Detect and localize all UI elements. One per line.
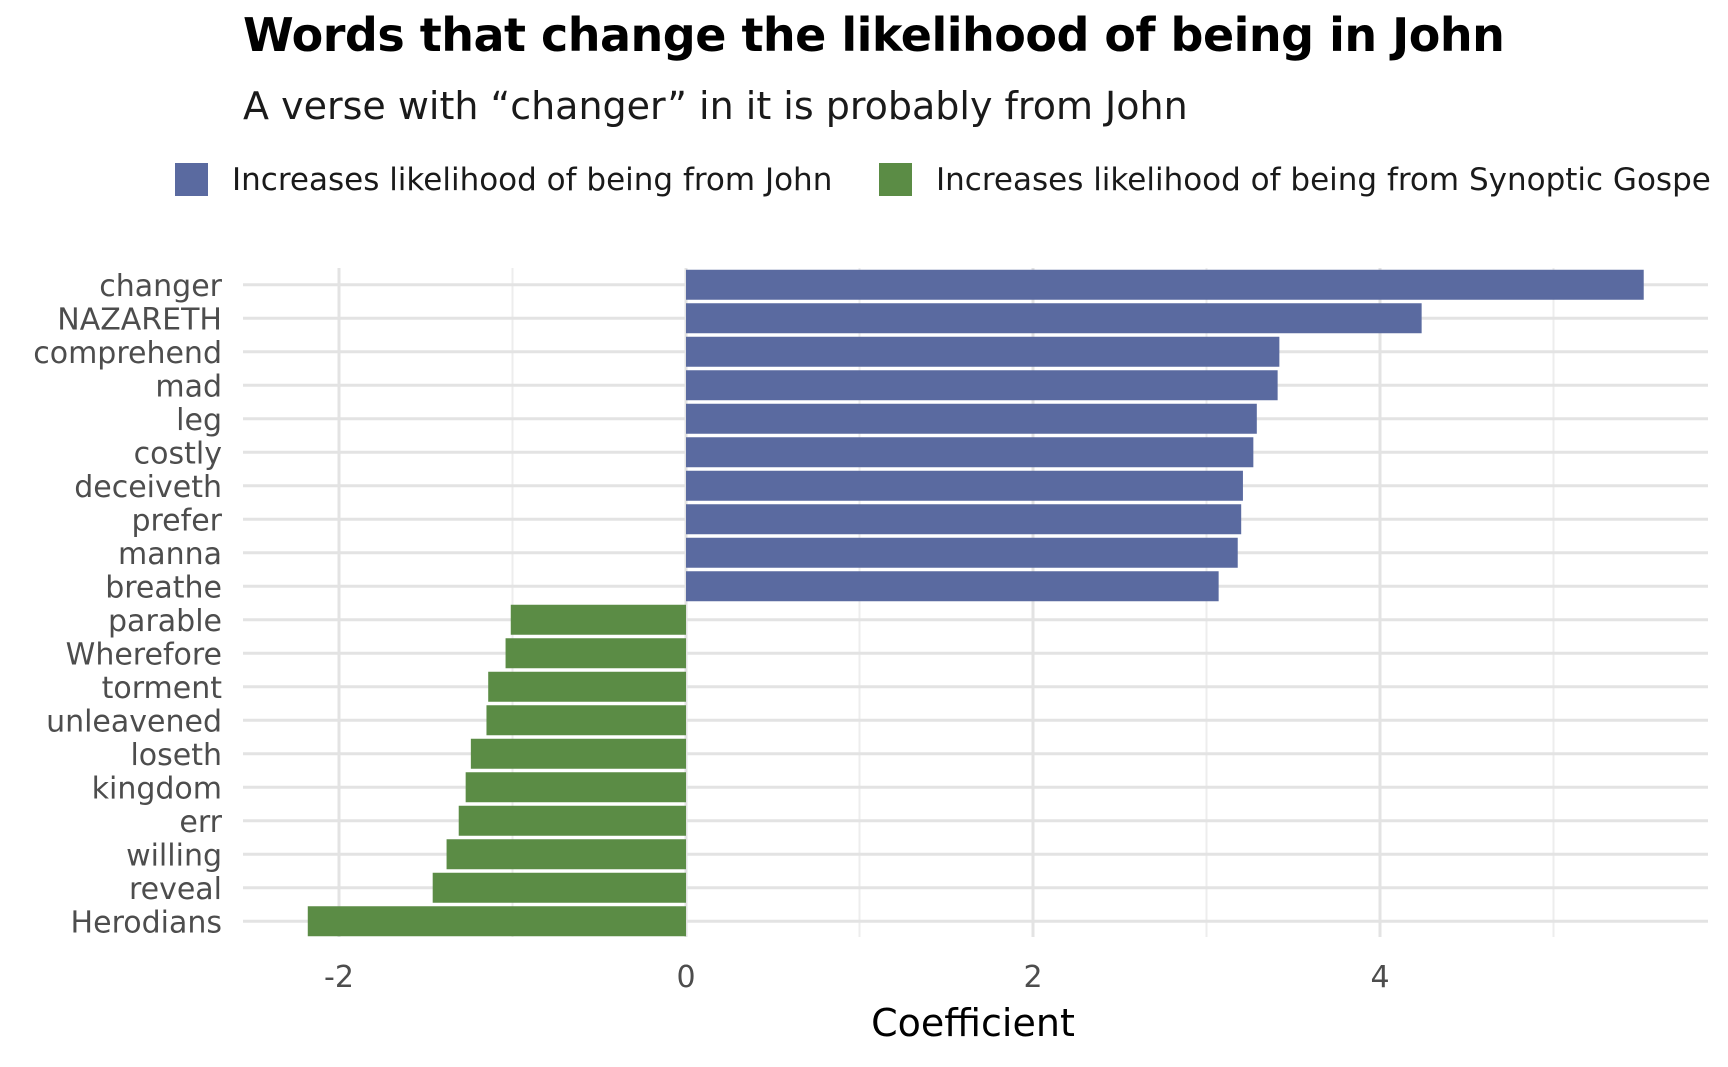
category-label: costly — [134, 436, 222, 471]
category-label: comprehend — [33, 336, 222, 371]
category-label: prefer — [131, 503, 222, 538]
legend-label-john: Increases likelihood of being from John — [232, 162, 833, 198]
category-label: kingdom — [92, 771, 222, 806]
bar — [432, 872, 686, 903]
category-label: loseth — [130, 738, 222, 773]
category-label: unleavened — [46, 704, 222, 739]
chart-subtitle: A verse with “changer” in it is probably… — [243, 84, 1188, 128]
bar — [465, 772, 686, 803]
x-tick-label: 4 — [1370, 960, 1389, 995]
grid-layer — [243, 268, 1708, 937]
x-axis-title: Coefficient — [871, 1001, 1075, 1045]
category-label: breathe — [105, 570, 222, 605]
legend-swatch-john — [175, 163, 208, 196]
category-label: leg — [176, 403, 222, 438]
category-label: mad — [155, 369, 222, 404]
x-tick-labels: -2 0 2 4 — [324, 960, 1390, 995]
bar — [510, 604, 686, 635]
bar — [686, 470, 1243, 501]
bar — [505, 638, 686, 669]
bar — [686, 537, 1238, 568]
bar — [686, 437, 1254, 468]
category-label: changer — [99, 269, 222, 304]
legend: Increases likelihood of being from John … — [175, 160, 1728, 200]
legend-label-synoptic: Increases likelihood of being from Synop… — [936, 162, 1711, 198]
category-label: manna — [118, 537, 222, 572]
legend-swatch-synoptic — [879, 163, 912, 196]
bar — [686, 269, 1644, 300]
bar — [307, 906, 686, 937]
category-labels: changerNAZARETHcomprehendmadlegcostlydec… — [33, 269, 222, 941]
x-tick-label: -2 — [324, 960, 354, 995]
bar-layer — [307, 269, 1644, 937]
bar — [686, 370, 1278, 401]
category-label: parable — [108, 604, 222, 639]
bar — [686, 504, 1242, 535]
bar — [486, 705, 686, 736]
category-label: NAZARETH — [57, 302, 222, 337]
category-label: deceiveth — [74, 470, 222, 505]
bar — [686, 403, 1257, 434]
bar — [458, 805, 686, 836]
category-label: Herodians — [71, 905, 222, 940]
category-label: reveal — [129, 872, 222, 907]
category-label: torment — [102, 671, 223, 706]
category-label: willing — [126, 838, 222, 873]
x-tick-label: 0 — [676, 960, 695, 995]
bar — [686, 303, 1422, 334]
x-tick-label: 2 — [1023, 960, 1042, 995]
bar — [488, 671, 686, 702]
category-label: err — [179, 805, 222, 840]
chart-title: Words that change the likelihood of bein… — [243, 8, 1505, 62]
bar — [470, 738, 686, 769]
category-label: Wherefore — [66, 637, 222, 672]
bar — [686, 336, 1280, 367]
bar — [446, 839, 686, 870]
bar — [686, 571, 1219, 602]
